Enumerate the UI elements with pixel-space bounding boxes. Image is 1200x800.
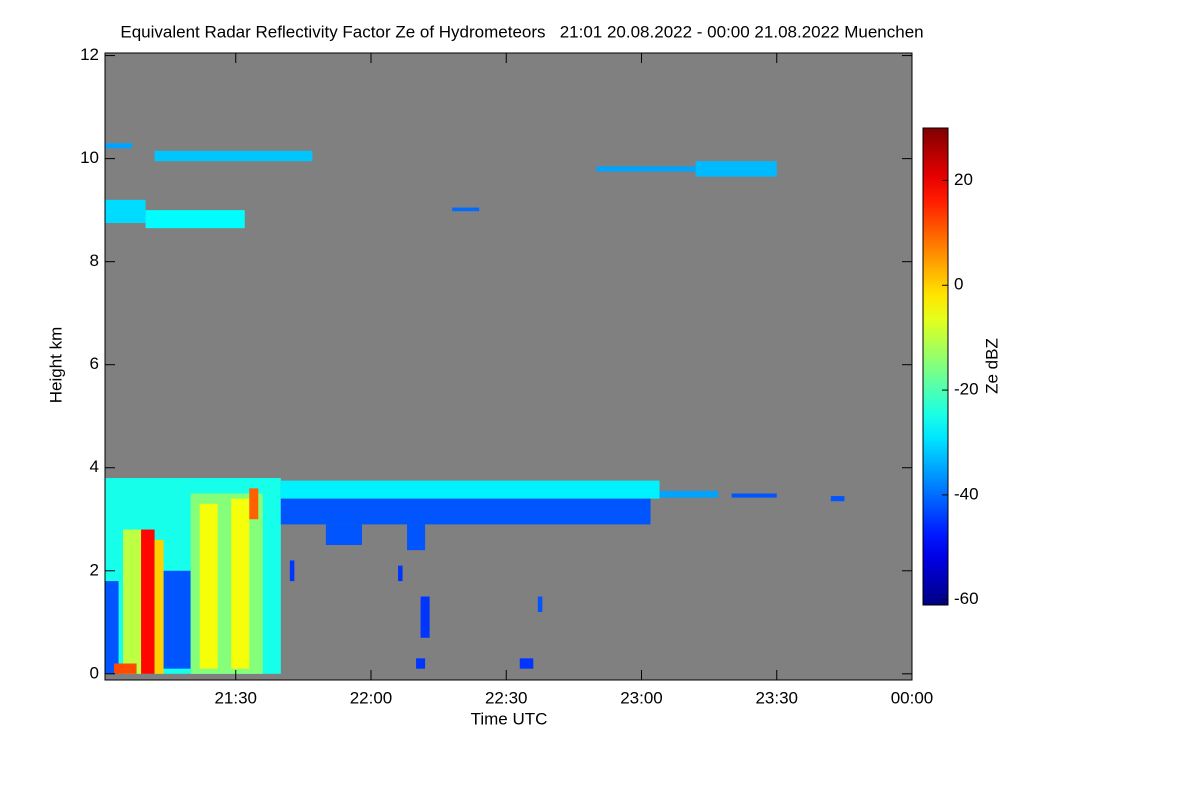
echo-patch: [325, 524, 362, 546]
echo-patch: [141, 529, 155, 674]
echo-patch: [154, 539, 164, 674]
echo-patch: [420, 596, 430, 638]
echo-patch: [659, 490, 719, 498]
plot-frame: [104, 52, 913, 681]
x-tick-label: 00:00: [891, 688, 934, 707]
y-tick-label: 8: [90, 251, 99, 270]
echo-patch: [154, 150, 313, 162]
echo-patch: [105, 581, 119, 674]
y-tick-label: 10: [80, 148, 99, 167]
y-tick-label: 0: [90, 663, 99, 682]
echo-patch: [280, 498, 651, 525]
colorbar-tick-label: 20: [954, 170, 973, 189]
echo-patch: [114, 663, 137, 674]
echo-patch: [280, 480, 660, 499]
x-tick-label: 22:30: [485, 688, 528, 707]
echo-patch: [123, 529, 146, 674]
echo-patch: [416, 658, 426, 669]
echo-patch: [231, 498, 250, 669]
echo-patch: [289, 560, 295, 582]
echo-patch: [145, 210, 245, 229]
y-tick-label: 4: [90, 457, 99, 476]
echo-patch: [596, 166, 768, 172]
x-tick-label: 22:00: [350, 688, 393, 707]
echo-patch: [249, 488, 259, 520]
chart-title: Equivalent Radar Reflectivity Factor Ze …: [120, 22, 923, 41]
echo-patch: [398, 565, 403, 582]
colorbar-tick-label: 0: [954, 275, 963, 294]
y-tick-label: 12: [80, 45, 99, 64]
echo-patch: [537, 596, 543, 612]
echo-patch: [731, 493, 777, 498]
colorbar-tick-label: -40: [954, 484, 979, 503]
y-axis-label: Height km: [46, 327, 65, 404]
y-tick-label: 6: [90, 354, 99, 373]
echo-patch: [407, 524, 426, 551]
echo-patch: [452, 207, 480, 212]
y-tick-label: 2: [90, 560, 99, 579]
echo-patch: [199, 503, 218, 669]
echo-patch: [105, 199, 146, 224]
x-axis-label: Time UTC: [471, 709, 548, 728]
x-tick-label: 21:30: [214, 688, 257, 707]
echo-patch: [163, 570, 191, 669]
echo-patch: [695, 161, 777, 177]
echo-patch: [105, 143, 133, 149]
x-tick-label: 23:00: [620, 688, 663, 707]
echo-patch: [519, 658, 534, 669]
colorbar-label: Ze dBZ: [982, 338, 1001, 394]
echo-patch: [830, 496, 845, 502]
colorbar: [922, 127, 949, 606]
colorbar-tick-label: -20: [954, 380, 979, 399]
colorbar-tick-label: -60: [954, 589, 979, 608]
x-tick-label: 23:30: [755, 688, 798, 707]
